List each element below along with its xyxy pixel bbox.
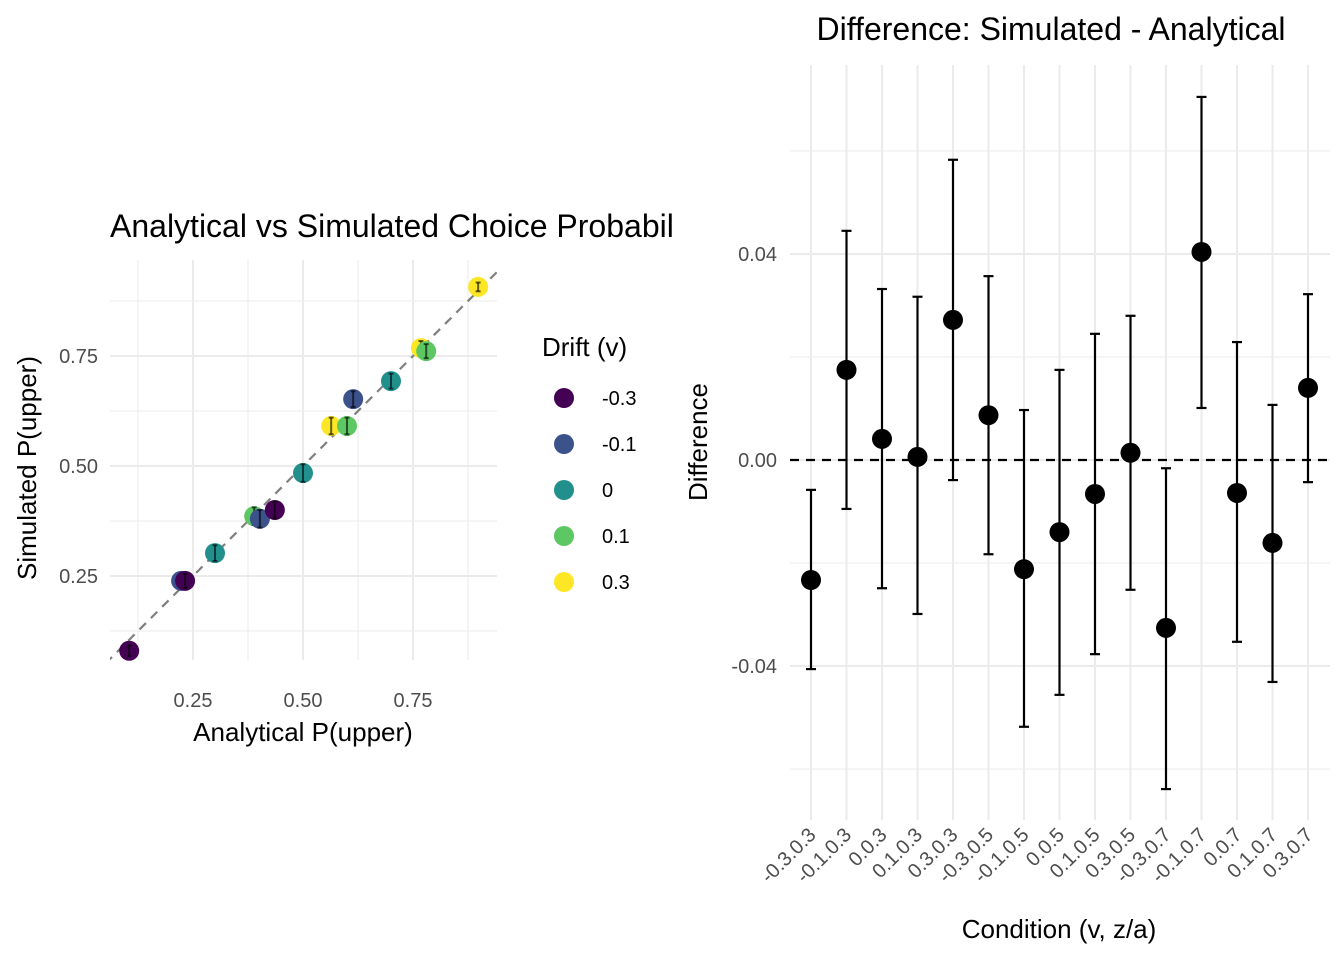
y-tick-label: 0.25 (59, 566, 98, 588)
point-marker (1049, 522, 1070, 543)
point-marker (907, 446, 928, 467)
legend-item: 0.1 (554, 526, 630, 548)
right-chart-title: Difference: Simulated - Analytical (817, 11, 1286, 47)
data-point (337, 415, 357, 436)
data-point (343, 389, 364, 410)
right-points (801, 95, 1318, 791)
point-marker (1298, 377, 1318, 398)
left-points (119, 276, 489, 661)
point-marker (1227, 482, 1247, 503)
data-point (249, 508, 270, 529)
x-tick-label: 0.75 (394, 690, 433, 712)
legend-label: 0.3 (602, 572, 630, 594)
data-point (468, 276, 489, 297)
y-tick-label: -0.04 (731, 656, 777, 678)
legend-label: 0.1 (602, 526, 630, 548)
point-marker (1156, 617, 1176, 638)
legend-swatch (554, 572, 574, 592)
point-marker (1191, 241, 1212, 262)
point-marker (1014, 559, 1034, 580)
data-point (1120, 314, 1141, 591)
data-point (872, 287, 892, 590)
x-tick-label: 0.25 (174, 690, 213, 712)
x-tick-label: 0.50 (284, 690, 323, 712)
legend-swatch (554, 480, 574, 500)
scatter-panel: 0.25 0.50 0.75 0.25 0.50 0.75 Analytical vs S… (12, 208, 731, 747)
legend-label: -0.1 (602, 434, 636, 456)
left-tick-labels: 0.25 0.50 0.75 0.25 0.50 0.75 (59, 346, 432, 712)
data-point (978, 275, 999, 556)
legend-item: 0.3 (554, 572, 630, 594)
point-marker (978, 405, 999, 426)
y-tick-label: 0.04 (738, 244, 777, 266)
point-marker (1262, 532, 1283, 553)
data-point (416, 341, 437, 362)
data-point (293, 463, 313, 484)
right-y-axis-title: Difference (683, 383, 713, 501)
data-point (205, 543, 225, 564)
left-y-axis-title: Simulated P(upper) (12, 356, 42, 580)
legend-item: -0.3 (554, 388, 636, 410)
legend-item: -0.1 (554, 434, 636, 456)
legend-label: -0.3 (602, 388, 636, 410)
legend-item: 0 (554, 480, 613, 502)
y-tick-label: 0.75 (59, 346, 98, 368)
legend: Drift (v) -0.3 -0.1 0 0.1 0.3 (542, 332, 636, 594)
legend-swatch (554, 434, 574, 454)
data-point (1191, 95, 1212, 410)
data-point (119, 640, 140, 661)
point-marker (801, 569, 821, 590)
data-point (264, 500, 285, 520)
point-marker (836, 359, 857, 380)
data-point (801, 488, 821, 671)
difference-panel: 0.040.00-0.04-0.3.0.3-0.1.0.30.0.30.1.0.… (683, 11, 1330, 944)
legend-label: 0 (602, 480, 613, 502)
y-tick-label: 0.00 (738, 450, 777, 472)
left-chart-title: Analytical vs Simulated Choice Probabili… (110, 208, 731, 244)
left-x-axis-title: Analytical P(upper) (193, 717, 413, 747)
data-point (1298, 293, 1318, 484)
data-point (1085, 332, 1105, 656)
data-point (1014, 408, 1034, 728)
data-point (321, 415, 342, 436)
legend-swatch (554, 526, 574, 546)
point-marker (943, 309, 963, 330)
data-point (175, 570, 196, 591)
data-point (1262, 403, 1283, 684)
data-point (836, 229, 857, 511)
right-x-axis-title: Condition (v, z/a) (962, 914, 1157, 944)
legend-title: Drift (v) (542, 332, 627, 362)
legend-swatch (554, 388, 574, 408)
data-point (907, 295, 928, 616)
point-marker (1120, 442, 1141, 463)
point-marker (1085, 483, 1105, 504)
data-point (943, 158, 963, 482)
data-point (1156, 467, 1176, 791)
data-point (1049, 368, 1070, 696)
data-point (1227, 340, 1247, 643)
point-marker (872, 428, 892, 449)
y-tick-label: 0.50 (59, 456, 98, 478)
data-point (381, 371, 401, 392)
